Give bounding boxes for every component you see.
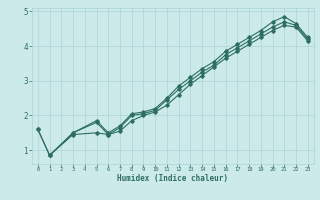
X-axis label: Humidex (Indice chaleur): Humidex (Indice chaleur) bbox=[117, 174, 228, 183]
